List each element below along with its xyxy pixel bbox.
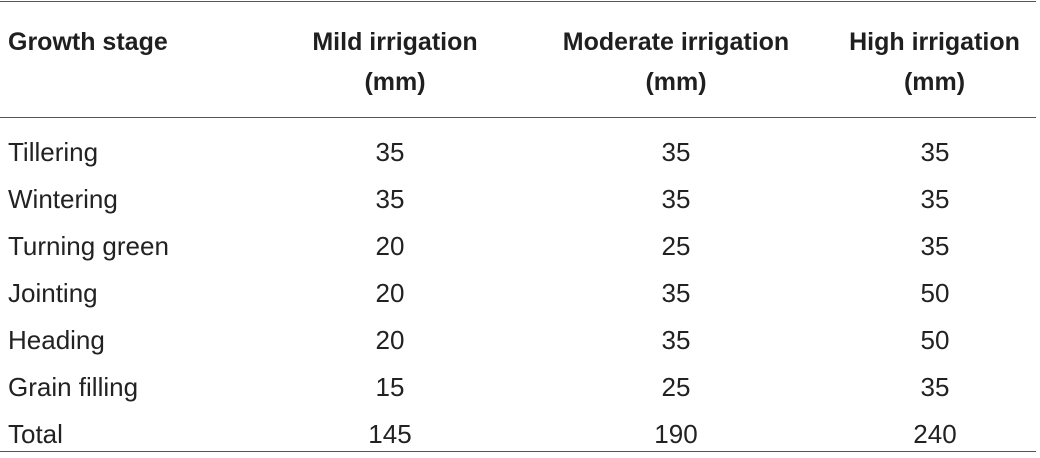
- table-row: Turning green 20 25 35: [0, 223, 1040, 270]
- cell-high: 35: [920, 231, 950, 261]
- cell-stage: Grain filling: [8, 372, 139, 402]
- header-growth-stage-text: Growth stage: [8, 28, 168, 56]
- cell-mild: 145: [368, 419, 412, 449]
- cell-moderate: 190: [654, 419, 698, 449]
- header-growth-stage: Growth stage: [8, 22, 248, 102]
- cell-moderate: 25: [661, 231, 691, 261]
- cell-moderate: 35: [661, 325, 691, 355]
- cell-stage: Heading: [8, 325, 105, 355]
- header-mild-irrigation: Mild irrigation (mm): [280, 22, 510, 102]
- cell-mild: 20: [375, 278, 405, 308]
- cell-high: 35: [920, 372, 950, 402]
- table-row-total: Total 145 190 240: [0, 411, 1040, 458]
- header-moderate-line1: Moderate irrigation: [562, 28, 790, 56]
- cell-mild: 20: [375, 325, 405, 355]
- table-row: Jointing 20 35 50: [0, 270, 1040, 317]
- cell-mild: 20: [375, 231, 405, 261]
- header-mild-line1: Mild irrigation: [312, 28, 478, 56]
- cell-high: 35: [920, 137, 950, 167]
- cell-high: 50: [920, 325, 950, 355]
- cell-high: 50: [920, 278, 950, 308]
- table-top-rule: [0, 1, 1036, 2]
- cell-stage: Total: [8, 419, 63, 449]
- header-moderate-irrigation: Moderate irrigation (mm): [537, 22, 815, 102]
- cell-high: 35: [920, 184, 950, 214]
- cell-stage: Wintering: [8, 184, 118, 214]
- cell-moderate: 25: [661, 372, 691, 402]
- header-high-line2: (mm): [903, 68, 966, 96]
- cell-mild: 35: [375, 137, 405, 167]
- header-high-line1: High irrigation: [849, 28, 1020, 56]
- table-row: Wintering 35 35 35: [0, 176, 1040, 223]
- table-row: Grain filling 15 25 35: [0, 364, 1040, 411]
- cell-moderate: 35: [661, 184, 691, 214]
- header-high-irrigation: High irrigation (mm): [832, 22, 1037, 102]
- table-row: Tillering 35 35 35: [0, 129, 1040, 176]
- cell-high: 240: [913, 419, 957, 449]
- cell-stage: Tillering: [8, 137, 99, 167]
- header-mild-line2: (mm): [364, 68, 426, 96]
- header-divider-rule: [0, 117, 1036, 118]
- cell-stage: Turning green: [8, 231, 169, 261]
- cell-moderate: 35: [661, 137, 691, 167]
- table-row: Heading 20 35 50: [0, 317, 1040, 364]
- header-moderate-line2: (mm): [645, 68, 707, 96]
- cell-mild: 15: [375, 372, 405, 402]
- cell-stage: Jointing: [8, 278, 98, 308]
- cell-moderate: 35: [661, 278, 691, 308]
- cell-mild: 35: [375, 184, 405, 214]
